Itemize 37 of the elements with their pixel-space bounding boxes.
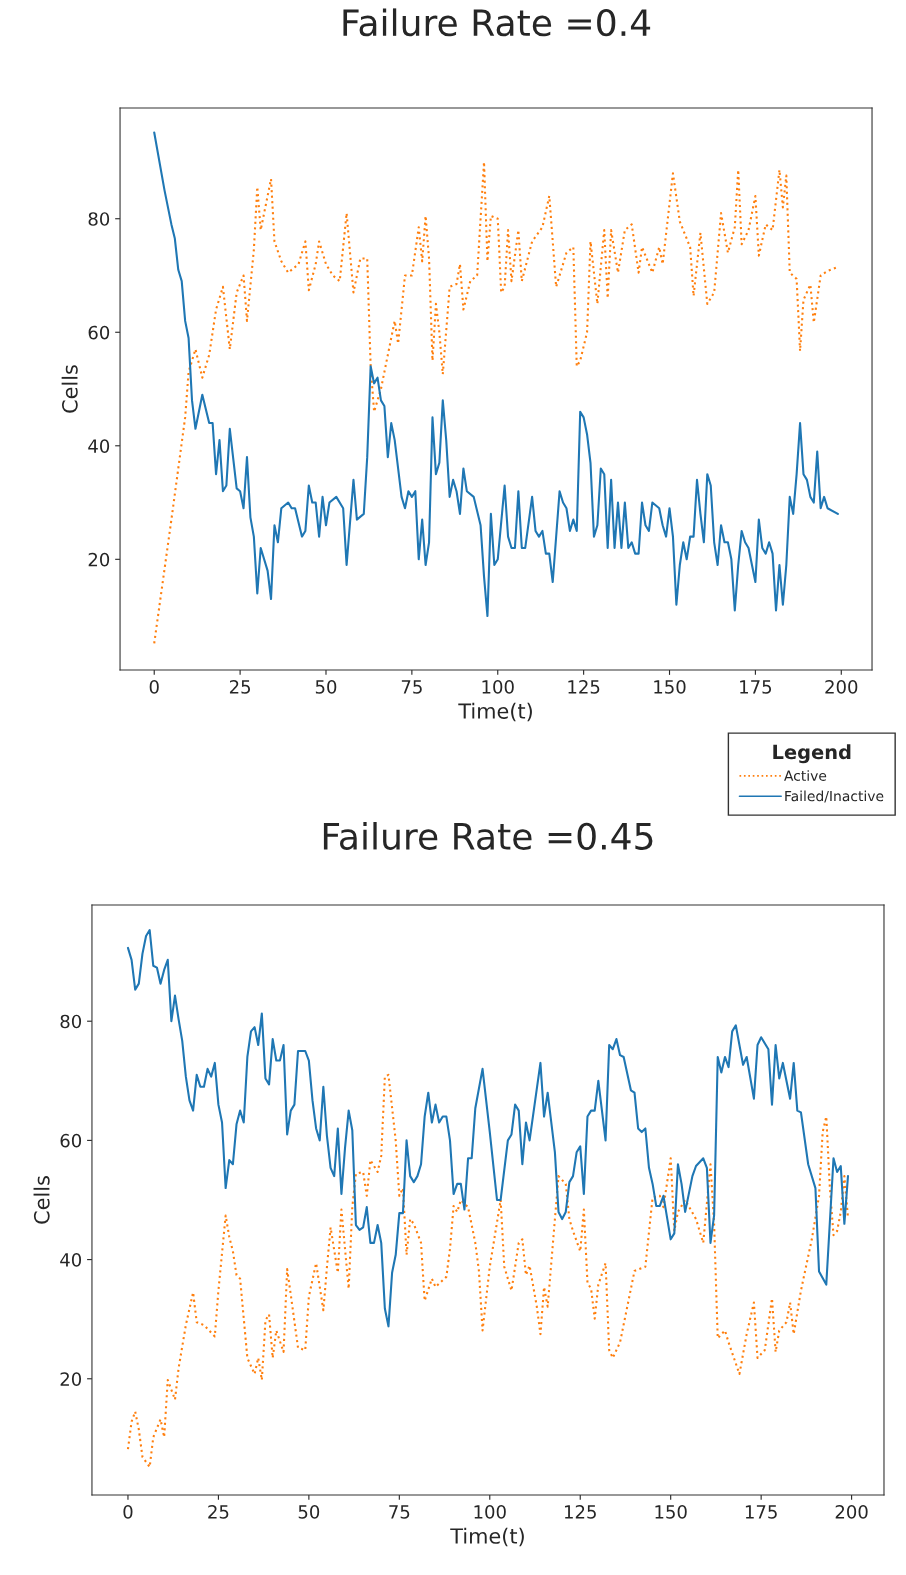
x-tick-label: 25 [229, 680, 251, 694]
line-series [126, 928, 850, 1328]
y-tick-label: 80 [88, 212, 110, 226]
x-tick-label: 125 [568, 680, 600, 694]
x-axis-title: Time(t) [450, 1527, 524, 1547]
x-tick-label: 75 [389, 1505, 410, 1519]
y-tick-label: 40 [60, 1253, 82, 1267]
y-tick-label: 20 [88, 552, 110, 567]
y-tick-label: 60 [60, 1133, 82, 1148]
y-tick-label: 40 [88, 439, 110, 453]
y-axis-title: Cells [61, 365, 78, 413]
x-tick-label: 175 [740, 680, 772, 694]
x-tick-label: 175 [745, 1505, 777, 1519]
legend-label: Active [784, 770, 827, 781]
chart-title: Failure Rate =0.4 [343, 8, 651, 37]
y-axis-title: Cells [33, 1176, 50, 1224]
x-axis-title: Time(t) [458, 702, 532, 722]
y-tick-label: 60 [88, 325, 110, 340]
y-tick-label: 80 [60, 1014, 82, 1029]
x-tick-label: 25 [208, 1505, 229, 1519]
x-tick-label: 200 [835, 1505, 868, 1519]
x-tick-label: 150 [654, 680, 686, 694]
x-tick-label: 200 [825, 680, 858, 694]
x-tick-label: 50 [315, 680, 337, 694]
x-tick-label: 100 [482, 680, 514, 694]
x-tick-label: 100 [474, 1505, 506, 1519]
x-tick-label: 150 [655, 1505, 687, 1519]
chart-title: Failure Rate =0.45 [323, 822, 653, 850]
legend-title: Legend [773, 744, 851, 764]
y-tick-label: 20 [60, 1372, 82, 1386]
x-tick-label: 50 [298, 1505, 320, 1519]
x-tick-label: 0 [149, 680, 159, 694]
x-tick-label: 75 [401, 680, 422, 694]
legend-label: Failed/Inactive [785, 790, 884, 803]
line-series [126, 1073, 850, 1469]
x-tick-label: 125 [564, 1505, 596, 1519]
x-tick-label: 0 [123, 1505, 133, 1519]
